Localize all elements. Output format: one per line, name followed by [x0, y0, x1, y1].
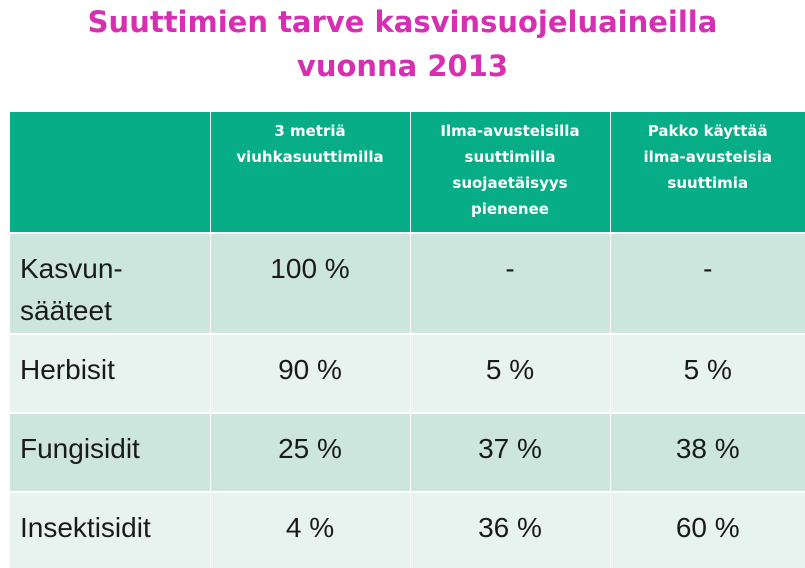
row-label-text: Fungisidit	[20, 433, 140, 464]
row-label: Fungisidit	[10, 412, 211, 492]
row-label: Insektisidit	[10, 491, 211, 568]
header-text: Ilma-avusteisilla	[440, 122, 580, 140]
table-row: Herbisit 90 % 5 % 5 %	[10, 333, 805, 413]
row-label-text: Insektisidit	[20, 512, 151, 543]
table-cell: -	[410, 232, 611, 334]
header-text: Pakko käyttää	[647, 122, 768, 140]
table-cell: 5 %	[410, 333, 611, 413]
table-cell: 90 %	[210, 333, 411, 413]
header-text: suojaetäisyys	[452, 174, 568, 192]
header-text: ilma-avusteisia	[643, 148, 772, 166]
header-text: 3 metriä	[274, 122, 346, 140]
page-title: Suuttimien tarve kasvinsuojeluaineilla v…	[0, 0, 805, 88]
table-cell: 36 %	[410, 491, 611, 568]
table-cell: 100 %	[210, 232, 411, 334]
table-header: 3 metriä viuhkasuuttimilla Ilma-avusteis…	[10, 112, 805, 233]
row-label-text: Herbisit	[20, 354, 115, 385]
table-cell: 37 %	[410, 412, 611, 492]
header-text: suuttimia	[667, 174, 749, 192]
row-label: Herbisit	[10, 333, 211, 413]
header-text: suuttimilla	[464, 148, 556, 166]
table-cell: 5 %	[610, 333, 805, 413]
table-row: Insektisidit 4 % 36 % 60 %	[10, 491, 805, 568]
data-table: 3 metriä viuhkasuuttimilla Ilma-avusteis…	[10, 112, 805, 568]
table-row: Fungisidit 25 % 37 % 38 %	[10, 412, 805, 492]
row-label-text: sääteet	[20, 295, 112, 326]
header-cell-empty	[10, 112, 211, 233]
row-label: Kasvun- sääteet	[10, 232, 211, 334]
table-cell: 4 %	[210, 491, 411, 568]
header-cell-mandatory: Pakko käyttää ilma-avusteisia suuttimia	[610, 112, 805, 233]
header-row: 3 metriä viuhkasuuttimilla Ilma-avusteis…	[10, 112, 805, 233]
table-cell: 38 %	[610, 412, 805, 492]
title-line-2: vuonna 2013	[296, 49, 509, 83]
table-cell: 60 %	[610, 491, 805, 568]
table-cell: 25 %	[210, 412, 411, 492]
header-cell-3m: 3 metriä viuhkasuuttimilla	[210, 112, 411, 233]
header-cell-air-assisted: Ilma-avusteisilla suuttimilla suojaetäis…	[410, 112, 611, 233]
header-text: viuhkasuuttimilla	[236, 148, 384, 166]
table-body: Kasvun- sääteet 100 % - - Herbisit 90 % …	[10, 232, 805, 568]
table-row: Kasvun- sääteet 100 % - -	[10, 232, 805, 334]
table-cell: -	[610, 232, 805, 334]
row-label-text: Kasvun-	[20, 253, 123, 284]
header-text: pienenee	[471, 200, 549, 218]
title-line-1: Suuttimien tarve kasvinsuojeluaineilla	[87, 5, 718, 39]
